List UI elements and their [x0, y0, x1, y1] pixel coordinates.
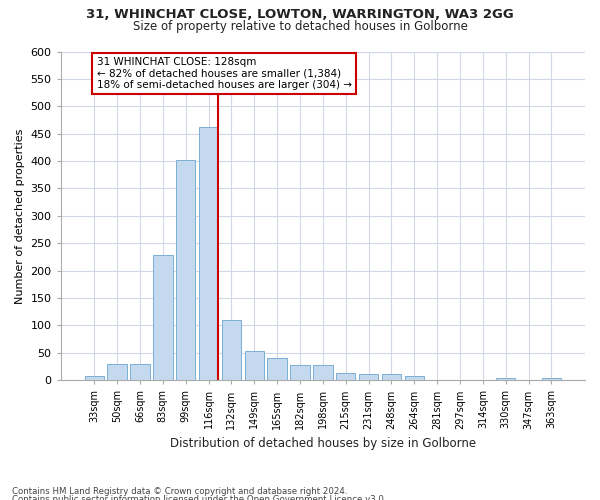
Bar — [176, 160, 196, 380]
Bar — [199, 126, 218, 380]
X-axis label: Distribution of detached houses by size in Golborne: Distribution of detached houses by size … — [170, 437, 476, 450]
Bar — [496, 378, 515, 380]
Text: Contains HM Land Registry data © Crown copyright and database right 2024.: Contains HM Land Registry data © Crown c… — [12, 488, 347, 496]
Bar — [542, 378, 561, 380]
Bar — [85, 376, 104, 380]
Bar — [107, 364, 127, 380]
Bar — [153, 256, 173, 380]
Bar — [268, 358, 287, 380]
Bar — [404, 376, 424, 380]
Text: 31 WHINCHAT CLOSE: 128sqm
← 82% of detached houses are smaller (1,384)
18% of se: 31 WHINCHAT CLOSE: 128sqm ← 82% of detac… — [97, 57, 352, 90]
Bar — [382, 374, 401, 380]
Text: 31, WHINCHAT CLOSE, LOWTON, WARRINGTON, WA3 2GG: 31, WHINCHAT CLOSE, LOWTON, WARRINGTON, … — [86, 8, 514, 20]
Bar — [221, 320, 241, 380]
Text: Contains public sector information licensed under the Open Government Licence v3: Contains public sector information licen… — [12, 495, 386, 500]
Bar — [313, 366, 332, 380]
Bar — [336, 372, 355, 380]
Bar — [290, 366, 310, 380]
Bar — [130, 364, 149, 380]
Text: Size of property relative to detached houses in Golborne: Size of property relative to detached ho… — [133, 20, 467, 33]
Bar — [245, 350, 264, 380]
Y-axis label: Number of detached properties: Number of detached properties — [15, 128, 25, 304]
Bar — [359, 374, 378, 380]
